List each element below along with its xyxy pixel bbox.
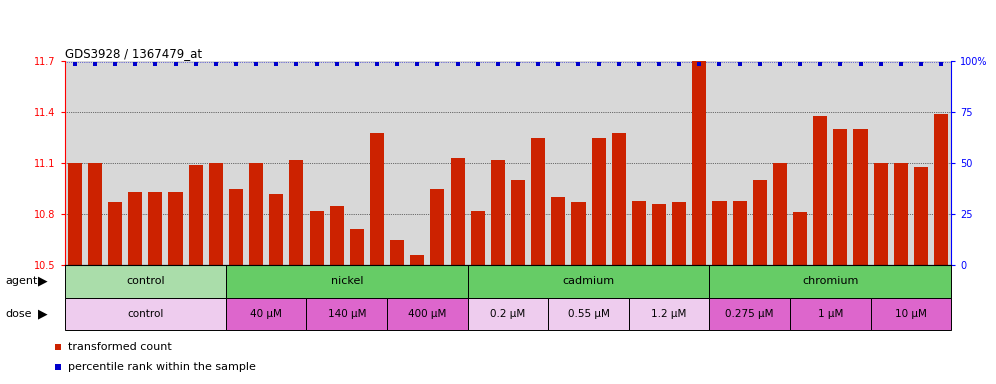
Bar [572,202,586,265]
Text: 0.2 μM: 0.2 μM [490,309,526,319]
Bar [733,200,747,265]
Bar [790,298,871,330]
Text: 400 μM: 400 μM [408,309,446,319]
Text: agent: agent [5,276,38,286]
Text: nickel: nickel [331,276,363,286]
Bar [249,163,263,265]
Bar [834,129,848,265]
Text: ▶: ▶ [38,275,48,288]
Bar [108,202,123,265]
Bar [471,211,485,265]
Text: GDS3928 / 1367479_at: GDS3928 / 1367479_at [65,47,202,60]
Text: 10 μM: 10 μM [895,309,927,319]
Text: percentile rank within the sample: percentile rank within the sample [68,362,256,372]
Bar [753,180,767,265]
Bar [310,211,324,265]
Bar [551,197,566,265]
Bar [871,298,951,330]
Bar [188,165,203,265]
Bar [692,61,706,265]
Bar [468,265,709,298]
Bar [307,298,387,330]
Bar [511,180,525,265]
Bar [65,265,226,298]
Text: dose: dose [5,309,32,319]
Text: 40 μM: 40 μM [250,309,282,319]
Text: control: control [126,276,164,286]
Bar [88,163,102,265]
Bar [128,192,142,265]
Text: 1.2 μM: 1.2 μM [651,309,687,319]
Bar [709,265,951,298]
Bar [430,189,444,265]
Bar [548,298,628,330]
Bar [631,200,646,265]
Bar [330,205,344,265]
Text: chromium: chromium [802,276,859,286]
Text: control: control [127,309,163,319]
Bar [709,298,790,330]
Bar [68,163,82,265]
Text: 0.275 μM: 0.275 μM [725,309,774,319]
Bar [410,255,424,265]
Bar [209,163,223,265]
Bar [65,298,226,330]
Text: 1 μM: 1 μM [818,309,843,319]
Text: ▶: ▶ [38,308,48,320]
Bar [468,298,548,330]
Bar [370,132,384,265]
Bar [390,240,404,265]
Bar [387,298,468,330]
Bar [893,163,908,265]
Text: cadmium: cadmium [563,276,615,286]
Bar [854,129,868,265]
Text: 140 μM: 140 μM [328,309,367,319]
Bar [168,192,182,265]
Bar [592,138,606,265]
Bar [773,163,787,265]
Bar [350,229,364,265]
Bar [229,189,243,265]
Bar [450,158,465,265]
Bar [813,116,828,265]
Bar [531,138,545,265]
Bar [290,160,304,265]
Bar [934,114,948,265]
Bar [628,298,709,330]
Bar [712,200,726,265]
Bar [226,298,307,330]
Bar [672,202,686,265]
Text: 0.55 μM: 0.55 μM [568,309,610,319]
Bar [793,212,807,265]
Bar [612,132,625,265]
Bar [652,204,666,265]
Bar [914,167,928,265]
Text: transformed count: transformed count [68,342,171,352]
Bar [269,194,283,265]
Bar [148,192,162,265]
Bar [491,160,505,265]
Bar [226,265,468,298]
Bar [873,163,887,265]
